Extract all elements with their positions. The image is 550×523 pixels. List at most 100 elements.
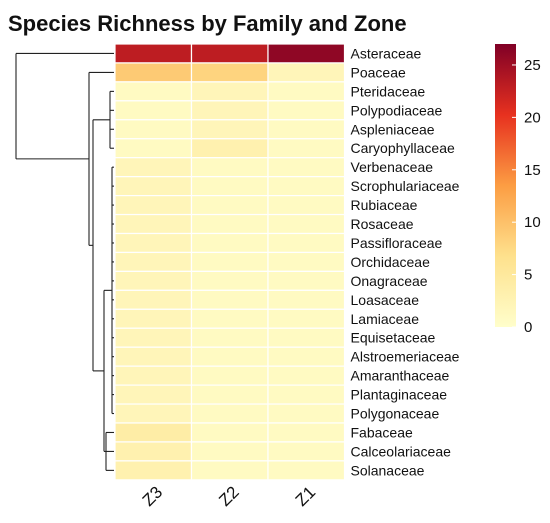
heatmap-cell — [267, 460, 346, 481]
row-label: Plantaginaceae — [351, 387, 448, 403]
heatmap-cell — [190, 460, 269, 481]
heatmap-cell — [114, 100, 193, 121]
heatmap-cell — [267, 365, 346, 386]
heatmap-cell — [114, 43, 193, 64]
heatmap-cell — [267, 232, 346, 254]
heatmap-cell — [114, 251, 193, 272]
heatmap-cells — [114, 43, 346, 481]
row-label: Equisetaceae — [351, 330, 436, 346]
heatmap-cell — [114, 195, 193, 216]
heatmap-cell — [267, 403, 346, 424]
heatmap-cell — [114, 365, 193, 386]
heatmap-cell — [267, 43, 346, 64]
heatmap-cell — [190, 62, 269, 83]
row-dendrogram — [15, 52, 114, 471]
heatmap-cell — [267, 138, 346, 159]
heatmap-cell — [190, 100, 269, 121]
heatmap-cell — [190, 43, 269, 64]
colorbar-gradient — [495, 44, 516, 327]
row-label: Amaranthaceae — [351, 368, 450, 384]
heatmap-cell — [114, 289, 193, 310]
heatmap-cell — [267, 384, 346, 405]
heatmap-cell — [190, 346, 269, 367]
row-label: Orchidaceae — [351, 254, 431, 270]
row-label: Onagraceae — [351, 273, 428, 289]
column-label: Z2 — [215, 483, 242, 510]
heatmap-cell — [114, 422, 193, 443]
row-label: Calceolariaceae — [351, 443, 452, 459]
heatmap-cell — [114, 327, 193, 348]
row-label: Fabaceae — [351, 424, 413, 440]
row-label: Alstroemeriaceae — [351, 349, 460, 365]
heatmap-cell — [114, 157, 193, 178]
row-label: Scrophulariaceae — [351, 178, 460, 194]
heatmap-cell — [267, 119, 346, 140]
colorbar-tick-label: 5 — [524, 267, 532, 284]
heatmap-cell — [190, 251, 269, 272]
row-label: Verbenaceae — [351, 159, 434, 175]
heatmap-cell — [114, 460, 193, 481]
heatmap-cell — [190, 81, 269, 102]
heatmap-cell — [267, 100, 346, 121]
heatmap-cell — [190, 195, 269, 216]
row-label: Solanaceae — [351, 462, 425, 478]
colorbar-tick-label: 0 — [524, 319, 532, 336]
row-label: Caryophyllaceae — [351, 140, 455, 156]
heatmap-cell — [190, 213, 269, 235]
heatmap-cell — [114, 384, 193, 405]
colorbar-tick-label: 15 — [524, 162, 541, 179]
heatmap-cell — [190, 289, 269, 310]
colorbar-tick-label: 20 — [524, 109, 541, 126]
colorbar-tick-label: 10 — [524, 214, 541, 231]
heatmap-cell — [114, 176, 193, 197]
heatmap-cell — [190, 232, 269, 254]
row-label: Asteraceae — [351, 45, 422, 61]
row-label: Passifloraceae — [351, 235, 443, 251]
heatmap-cell — [114, 403, 193, 424]
heatmap-cell — [267, 81, 346, 102]
heatmap-cell — [190, 176, 269, 197]
heatmap-cell — [114, 232, 193, 254]
heatmap-cell — [267, 270, 346, 291]
heatmap-cell — [190, 270, 269, 291]
heatmap-cell — [190, 441, 269, 462]
heatmap-cell — [190, 157, 269, 178]
heatmap-cell — [267, 62, 346, 83]
heatmap-cell — [267, 327, 346, 348]
row-label: Aspleniaceae — [351, 121, 435, 137]
heatmap-cell — [114, 119, 193, 140]
colorbar-tick-label: 25 — [524, 57, 541, 74]
row-label: Rosaceae — [351, 216, 414, 232]
heatmap-cell — [267, 213, 346, 235]
heatmap-cell — [190, 422, 269, 443]
row-label: Polygonaceae — [351, 406, 440, 422]
row-label: Loasaceae — [351, 292, 420, 308]
row-labels: Asteraceae Poaceae Pteridaceae Polypodiacea… — [351, 45, 460, 478]
heatmap-cell — [114, 346, 193, 367]
heatmap-cell — [267, 308, 346, 329]
heatmap-cell — [267, 289, 346, 310]
column-label: Z3 — [139, 483, 166, 510]
heatmap-cell — [190, 365, 269, 386]
heatmap-cell — [190, 327, 269, 348]
heatmap-cell — [267, 157, 346, 178]
row-label: Pteridaceae — [351, 83, 426, 99]
heatmap-cell — [114, 62, 193, 83]
row-label: Polypodiaceae — [351, 102, 443, 118]
heatmap-cell — [114, 308, 193, 329]
heatmap-cell — [267, 195, 346, 216]
heatmap-cell — [267, 441, 346, 462]
row-label: Poaceae — [351, 64, 406, 80]
heatmap-cell — [114, 81, 193, 102]
row-label: Rubiaceae — [351, 197, 418, 213]
heatmap-cell — [190, 403, 269, 424]
heatmap-cell — [190, 384, 269, 405]
colorbar: 0 5 10 15 20 25 — [495, 44, 541, 336]
heatmap-cell — [190, 138, 269, 159]
heatmap-cell — [267, 176, 346, 197]
heatmap-cell — [267, 346, 346, 367]
row-label: Lamiaceae — [351, 311, 420, 327]
heatmap-cell — [267, 251, 346, 272]
column-labels: Z3 Z2 Z1 — [139, 483, 319, 510]
